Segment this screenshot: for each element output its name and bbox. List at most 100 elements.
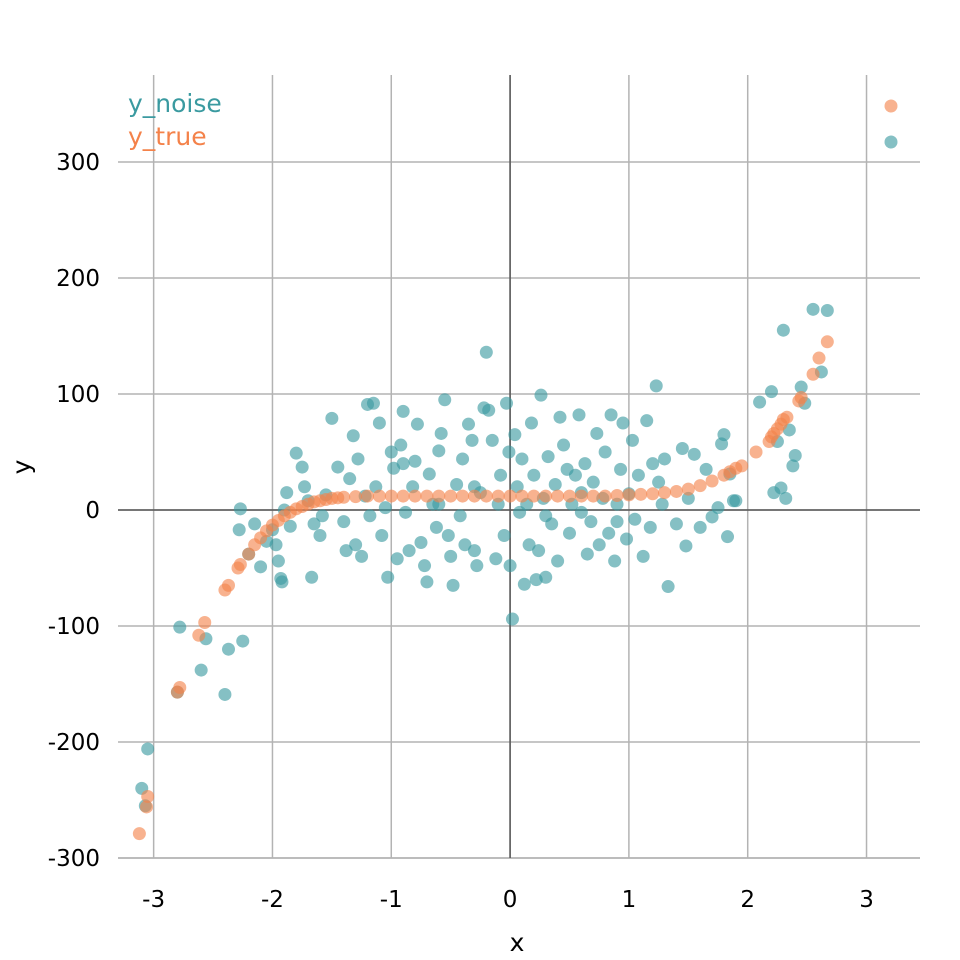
data-point bbox=[396, 489, 410, 503]
data-point bbox=[434, 426, 448, 440]
data-point bbox=[444, 489, 458, 503]
data-point bbox=[456, 452, 470, 466]
data-point bbox=[661, 580, 675, 594]
data-point bbox=[141, 742, 155, 756]
data-point bbox=[242, 547, 256, 561]
data-point bbox=[620, 532, 634, 546]
x-axis-tick-labels: -3 -2 -1 0 1 2 3 bbox=[142, 887, 874, 913]
data-points bbox=[132, 302, 834, 841]
x-tick-label: -2 bbox=[261, 887, 284, 913]
data-point bbox=[681, 482, 695, 496]
y-tick-label: -200 bbox=[48, 730, 100, 756]
legend-marker-y_noise bbox=[884, 135, 898, 149]
data-point bbox=[705, 474, 719, 488]
x-tick-label: 3 bbox=[859, 887, 874, 913]
data-point bbox=[735, 459, 749, 473]
data-point bbox=[505, 612, 519, 626]
data-point bbox=[614, 462, 628, 476]
data-point bbox=[173, 680, 187, 694]
data-point bbox=[349, 538, 363, 552]
data-point bbox=[453, 509, 467, 523]
data-point bbox=[679, 539, 693, 553]
data-point bbox=[307, 517, 321, 531]
data-point bbox=[343, 472, 357, 486]
data-point bbox=[402, 544, 416, 558]
data-point bbox=[269, 538, 283, 552]
data-point bbox=[325, 411, 339, 425]
zero-reference-lines bbox=[118, 75, 920, 858]
data-point bbox=[349, 490, 363, 504]
data-point bbox=[643, 520, 657, 534]
data-point bbox=[489, 552, 503, 566]
series-y_true bbox=[132, 335, 834, 841]
data-point bbox=[649, 379, 663, 393]
y-tick-label: -100 bbox=[48, 614, 100, 640]
data-point bbox=[337, 490, 351, 504]
data-point bbox=[580, 547, 594, 561]
data-point bbox=[337, 515, 351, 529]
x-tick-label: 0 bbox=[503, 887, 518, 913]
data-point bbox=[378, 501, 392, 515]
data-point bbox=[482, 403, 496, 417]
data-point bbox=[503, 489, 517, 503]
data-point bbox=[502, 445, 516, 459]
data-point bbox=[441, 529, 455, 543]
data-point bbox=[548, 477, 562, 491]
data-point bbox=[572, 408, 586, 422]
data-point bbox=[479, 489, 493, 503]
data-point bbox=[794, 380, 808, 394]
data-point bbox=[254, 560, 268, 574]
data-point bbox=[438, 393, 452, 407]
data-point bbox=[432, 444, 446, 458]
data-point bbox=[479, 345, 493, 359]
data-point bbox=[705, 510, 719, 524]
data-point bbox=[414, 535, 428, 549]
data-point bbox=[721, 530, 735, 544]
data-point bbox=[515, 489, 529, 503]
data-point bbox=[355, 549, 369, 563]
data-point bbox=[470, 559, 484, 573]
x-tick-label: -3 bbox=[142, 887, 165, 913]
data-point bbox=[541, 450, 555, 464]
y-tick-label: 100 bbox=[56, 382, 100, 408]
data-point bbox=[806, 367, 820, 381]
data-point bbox=[586, 489, 600, 503]
data-point bbox=[500, 396, 514, 410]
data-point bbox=[631, 468, 645, 482]
data-point bbox=[390, 552, 404, 566]
y-axis-tick-labels: -300 -200 -100 0 100 200 300 bbox=[48, 150, 100, 872]
x-tick-label: 2 bbox=[740, 887, 755, 913]
data-point bbox=[396, 457, 410, 471]
data-point bbox=[655, 497, 669, 511]
data-point bbox=[517, 577, 531, 591]
x-tick-label: -1 bbox=[380, 887, 403, 913]
data-point bbox=[132, 827, 146, 841]
series-y_noise bbox=[135, 302, 834, 813]
data-point bbox=[776, 323, 790, 337]
data-point bbox=[497, 529, 511, 543]
data-point bbox=[658, 452, 672, 466]
data-point bbox=[610, 489, 624, 502]
data-point bbox=[372, 416, 386, 430]
data-point bbox=[717, 428, 731, 442]
data-point bbox=[711, 501, 725, 515]
data-point bbox=[675, 442, 689, 456]
data-point bbox=[592, 538, 606, 552]
data-point bbox=[275, 575, 289, 589]
data-point bbox=[636, 549, 650, 563]
y-tick-label: 0 bbox=[85, 498, 100, 524]
data-point bbox=[141, 790, 155, 804]
data-point bbox=[418, 559, 432, 573]
data-point bbox=[399, 505, 413, 519]
data-point bbox=[562, 489, 576, 503]
data-point bbox=[524, 416, 538, 430]
data-point bbox=[233, 502, 247, 516]
grid bbox=[118, 75, 920, 859]
data-point bbox=[467, 544, 481, 558]
data-point bbox=[658, 486, 672, 500]
y-tick-label: 200 bbox=[56, 266, 100, 292]
data-point bbox=[366, 396, 380, 410]
data-point bbox=[622, 488, 636, 502]
data-point bbox=[640, 414, 654, 428]
data-point bbox=[384, 445, 398, 459]
